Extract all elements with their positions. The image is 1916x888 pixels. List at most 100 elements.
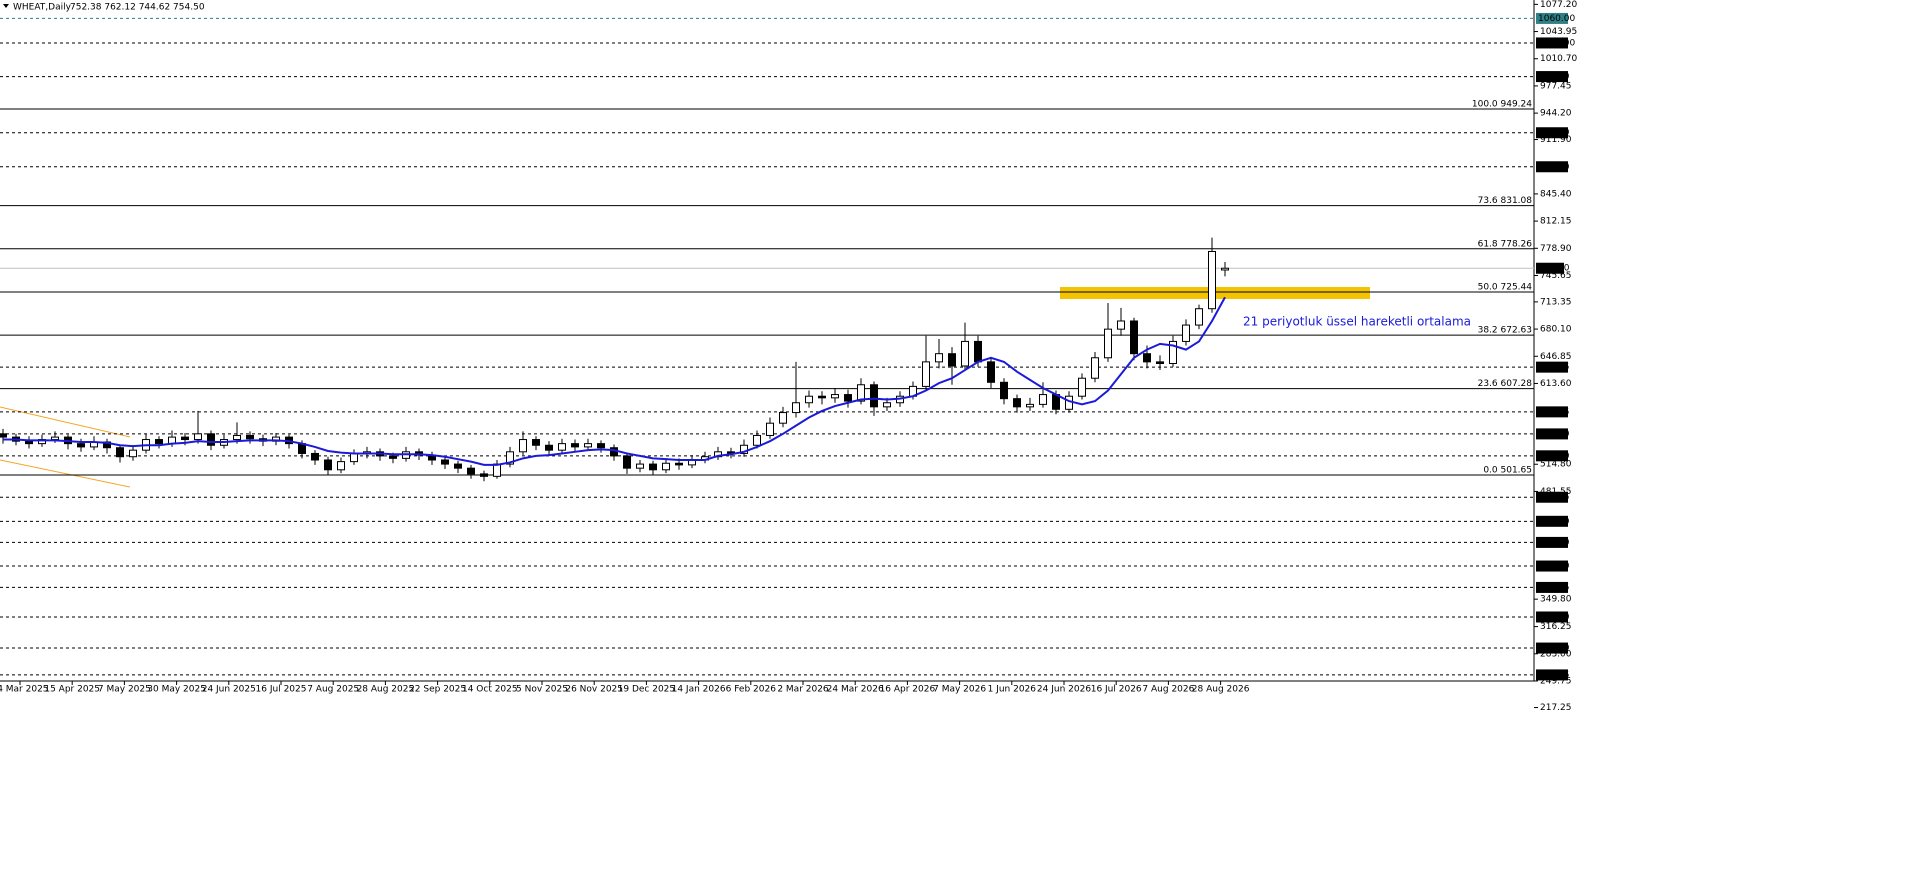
candle-body — [545, 444, 553, 451]
candle-body — [1039, 394, 1047, 405]
level-label: 290.00 — [1538, 644, 1570, 654]
x-tick-label: 16 Jul 2025 — [256, 685, 307, 695]
x-tick-label: 22 Sep 2025 — [409, 685, 466, 695]
candle-body — [1143, 353, 1151, 363]
candle-body — [779, 412, 787, 424]
candle-body — [922, 361, 930, 387]
level-box — [1536, 450, 1568, 462]
level-label: 445.00 — [1538, 517, 1570, 527]
x-tick-label: 7 May 2025 — [98, 685, 151, 695]
x-tick-label: 30 May 2025 — [147, 685, 206, 695]
candle-body — [1104, 328, 1112, 359]
candle-body — [1182, 324, 1190, 342]
y-tick-label: 316.25 — [1540, 622, 1572, 632]
candle-body — [480, 473, 488, 477]
candle-body — [337, 461, 345, 471]
y-tick-label: 944.20 — [1540, 109, 1572, 119]
x-tick-label: 7 May 2026 — [933, 685, 986, 695]
candle-body — [662, 462, 670, 471]
level-box — [1536, 491, 1568, 503]
level-box — [1536, 37, 1568, 49]
candle-body — [987, 361, 995, 383]
candle-body — [623, 455, 631, 469]
candle-body — [961, 340, 969, 367]
candle-body — [207, 433, 215, 446]
level-label: 474.45 — [1538, 493, 1570, 503]
x-tick-label: 5 Nov 2025 — [516, 685, 568, 695]
candle-body — [597, 443, 605, 449]
candle-body — [506, 451, 514, 465]
candle-body — [0, 433, 7, 438]
candle-body — [857, 384, 865, 402]
level-box — [1536, 560, 1568, 572]
y-tick-label: 845.40 — [1540, 189, 1572, 199]
y-tick-label: 1043.95 — [1540, 27, 1577, 37]
x-tick-label: 2 Mar 2026 — [777, 685, 829, 695]
candle-body — [1000, 381, 1008, 400]
y-tick-label: 778.90 — [1540, 244, 1572, 254]
level-label: 1060.00 — [1538, 14, 1575, 24]
level-label: 878.60 — [1538, 162, 1570, 172]
candle-body — [194, 433, 202, 441]
level-label: 390.30 — [1538, 562, 1570, 572]
candle-body — [181, 436, 189, 441]
candle-body — [974, 340, 982, 363]
candle-body — [792, 402, 800, 414]
candle-body — [441, 459, 449, 465]
x-tick-label: 7 Aug 2025 — [307, 685, 359, 695]
candle-body — [454, 463, 462, 469]
x-tick-label: 26 Nov 2025 — [565, 685, 623, 695]
candle-body — [1156, 361, 1164, 365]
candle-body — [753, 434, 761, 446]
candle-body — [636, 463, 644, 469]
x-tick-label: 28 Aug 2026 — [1192, 685, 1250, 695]
candle-body — [311, 452, 319, 461]
x-tick-label: 24 Mar 2025 — [0, 685, 49, 695]
level-label: 633.55 — [1538, 363, 1570, 373]
fib-label: 50.0 725.44 — [1478, 283, 1533, 293]
x-tick-label: 28 Aug 2025 — [357, 685, 415, 695]
candle-body — [1130, 320, 1138, 355]
candle-body — [519, 439, 527, 453]
y-tick-label: 745.65 — [1540, 271, 1572, 281]
channel-line — [0, 406, 131, 438]
candle-body — [883, 402, 891, 408]
candle-body — [1208, 250, 1216, 310]
candle-body — [935, 353, 943, 363]
candle-body — [532, 439, 540, 446]
candle-body — [1169, 340, 1177, 365]
candle-body — [51, 436, 59, 441]
y-tick-label: 217.25 — [1540, 703, 1572, 713]
candle-body — [129, 449, 137, 458]
candle-body — [831, 394, 839, 399]
level-label: 328.00 — [1538, 612, 1570, 622]
level-label: 1030.00 — [1538, 38, 1575, 48]
candle-body — [766, 422, 774, 436]
candle-body — [870, 384, 878, 408]
fib-label: 73.6 831.08 — [1478, 196, 1533, 206]
candle-body — [155, 439, 163, 445]
y-tick-label: 283.00 — [1540, 649, 1572, 659]
candle-body — [1221, 267, 1229, 271]
x-tick-label: 14 Jan 2026 — [672, 685, 726, 695]
x-tick-label: 24 Mar 2026 — [827, 685, 884, 695]
level-box — [1536, 428, 1568, 440]
y-tick-label: 977.45 — [1540, 81, 1572, 91]
y-tick-label: 713.35 — [1540, 297, 1572, 307]
ema-line — [3, 296, 1226, 466]
candle-body — [1195, 308, 1203, 326]
candle-body — [77, 443, 85, 448]
candle-body — [558, 443, 566, 451]
chart-title: WHEAT,Daily — [13, 3, 72, 13]
level-label: 525.10 — [1538, 451, 1570, 461]
y-tick-label: 349.80 — [1540, 595, 1572, 605]
level-label: 364.15 — [1538, 583, 1570, 593]
y-tick-label: 911.90 — [1540, 135, 1572, 145]
level-box — [1536, 642, 1568, 654]
level-box — [1536, 515, 1568, 527]
y-tick-label: 812.15 — [1540, 217, 1572, 227]
x-tick-label: 24 Jun 2026 — [1037, 685, 1091, 695]
candle-body — [116, 447, 124, 458]
y-tick-label: 613.60 — [1540, 379, 1572, 389]
